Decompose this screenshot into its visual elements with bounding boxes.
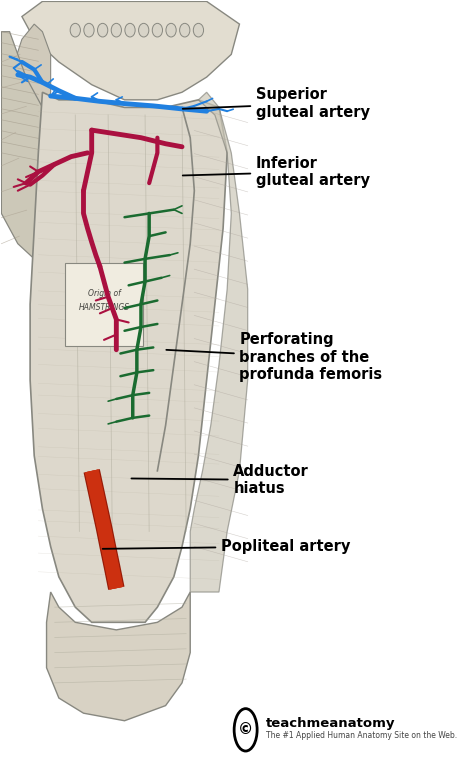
Polygon shape (1, 24, 51, 153)
FancyBboxPatch shape (65, 263, 143, 346)
Text: Perforating
branches of the
profunda femoris: Perforating branches of the profunda fem… (166, 332, 383, 382)
Ellipse shape (138, 24, 149, 37)
Ellipse shape (98, 24, 108, 37)
Text: teachmeanatomy: teachmeanatomy (266, 717, 396, 730)
Text: HAMSTRINGS: HAMSTRINGS (79, 302, 129, 312)
Text: Inferior
gluteal artery: Inferior gluteal artery (183, 156, 370, 188)
Ellipse shape (125, 24, 135, 37)
Ellipse shape (166, 24, 176, 37)
Text: Popliteal artery: Popliteal artery (103, 539, 350, 554)
Text: Origin of: Origin of (88, 289, 120, 298)
Ellipse shape (70, 24, 81, 37)
Ellipse shape (84, 24, 94, 37)
Ellipse shape (152, 24, 163, 37)
Polygon shape (46, 592, 190, 720)
Polygon shape (22, 2, 239, 100)
Text: ©: © (238, 722, 253, 737)
Text: Adductor
hiatus: Adductor hiatus (131, 464, 309, 496)
Text: The #1 Applied Human Anatomy Site on the Web.: The #1 Applied Human Anatomy Site on the… (266, 731, 457, 740)
Polygon shape (1, 32, 51, 274)
Polygon shape (190, 92, 248, 592)
Polygon shape (30, 92, 227, 622)
Ellipse shape (180, 24, 190, 37)
Ellipse shape (193, 24, 203, 37)
Text: Superior
gluteal artery: Superior gluteal artery (183, 87, 370, 120)
Ellipse shape (111, 24, 121, 37)
